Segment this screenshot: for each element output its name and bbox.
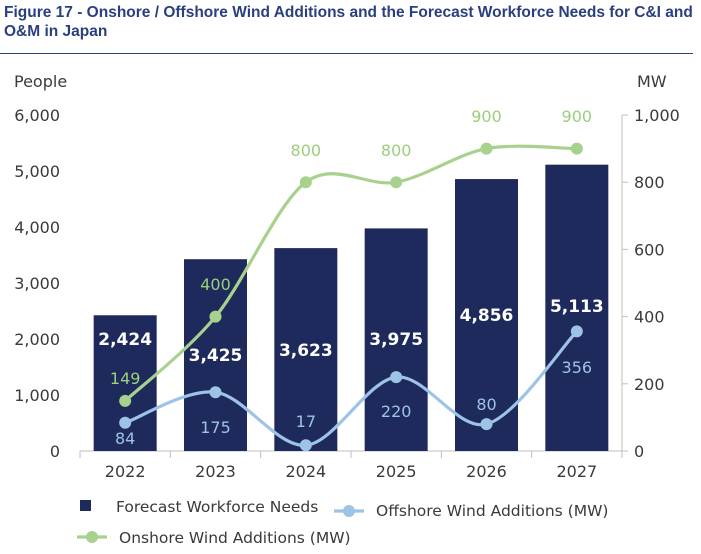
bar (274, 248, 338, 451)
offshore-data-label: 84 (115, 429, 135, 448)
right-axis-title: MW (637, 72, 667, 91)
right-tick-label: 400 (634, 308, 665, 327)
legend-offshore-marker (343, 505, 355, 517)
figure-title: Figure 17 - Onshore / Offshore Wind Addi… (4, 4, 693, 40)
bar-data-label: 2,424 (98, 330, 152, 350)
bar (364, 228, 428, 451)
x-tick-label: 2025 (376, 462, 417, 481)
offshore-data-label: 80 (476, 395, 496, 414)
offshore-data-label: 356 (562, 358, 593, 377)
x-tick-label: 2023 (195, 462, 236, 481)
onshore-data-label: 800 (291, 141, 322, 160)
offshore-point (299, 439, 312, 452)
offshore-point (480, 418, 493, 431)
left-tick-label: 2,000 (14, 330, 60, 349)
onshore-data-label: 800 (381, 141, 412, 160)
offshore-data-label: 220 (381, 402, 412, 421)
offshore-point (119, 416, 132, 429)
bar-data-label: 3,975 (369, 330, 423, 350)
right-tick-label: 600 (634, 240, 665, 259)
onshore-point (119, 394, 132, 407)
left-tick-label: 3,000 (14, 274, 60, 293)
legend-offshore-label: Offshore Wind Additions (MW) (376, 502, 608, 520)
bar (455, 179, 518, 451)
right-tick-label: 200 (634, 375, 665, 394)
x-tick-label: 2026 (466, 462, 507, 481)
right-tick-label: 0 (634, 442, 644, 461)
legend-bar-swatch (80, 500, 91, 511)
bar-data-label: 3,623 (279, 341, 333, 361)
onshore-point (480, 142, 493, 155)
legend-onshore-marker (86, 531, 98, 543)
onshore-point (209, 310, 222, 323)
offshore-data-label: 175 (200, 418, 231, 437)
offshore-data-label: 17 (296, 412, 316, 431)
onshore-data-label: 900 (471, 107, 502, 126)
onshore-data-label: 400 (200, 275, 231, 294)
title-divider (0, 53, 693, 54)
legend-bar-label: Forecast Workforce Needs (116, 498, 318, 516)
right-tick-label: 800 (634, 173, 665, 192)
legend-onshore-label: Onshore Wind Additions (MW) (119, 529, 351, 547)
left-tick-label: 4,000 (14, 218, 60, 237)
onshore-point (390, 176, 403, 189)
onshore-point (570, 142, 583, 155)
left-tick-label: 0 (50, 442, 60, 461)
onshore-data-label: 149 (110, 369, 141, 388)
left-axis-title: People (14, 72, 67, 91)
bar-data-label: 4,856 (460, 306, 514, 326)
offshore-point (390, 371, 403, 384)
left-tick-label: 5,000 (14, 162, 60, 181)
x-tick-label: 2024 (285, 462, 326, 481)
x-tick-label: 2027 (556, 462, 597, 481)
x-tick-label: 2022 (105, 462, 146, 481)
left-tick-label: 6,000 (14, 106, 60, 125)
onshore-point (299, 176, 312, 189)
bar-data-label: 5,113 (550, 297, 604, 317)
right-tick-label: 1,000 (634, 106, 680, 125)
offshore-point (209, 386, 222, 399)
onshore-data-label: 900 (562, 107, 593, 126)
bar-data-label: 3,425 (189, 346, 243, 366)
bar (184, 259, 247, 451)
left-tick-label: 1,000 (14, 386, 60, 405)
offshore-point (570, 325, 583, 338)
bar (545, 164, 609, 451)
